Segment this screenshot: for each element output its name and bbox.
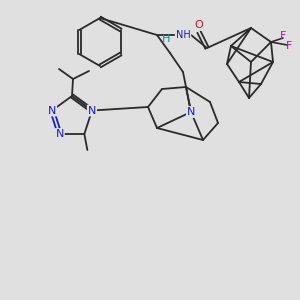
Text: F: F <box>280 31 286 41</box>
Text: H: H <box>162 34 170 44</box>
Text: NH: NH <box>176 30 190 40</box>
Text: N: N <box>56 129 64 139</box>
Text: N: N <box>187 107 195 117</box>
Text: O: O <box>195 20 203 30</box>
Text: N: N <box>88 106 96 116</box>
Text: N: N <box>48 106 56 116</box>
Text: F: F <box>286 41 292 51</box>
